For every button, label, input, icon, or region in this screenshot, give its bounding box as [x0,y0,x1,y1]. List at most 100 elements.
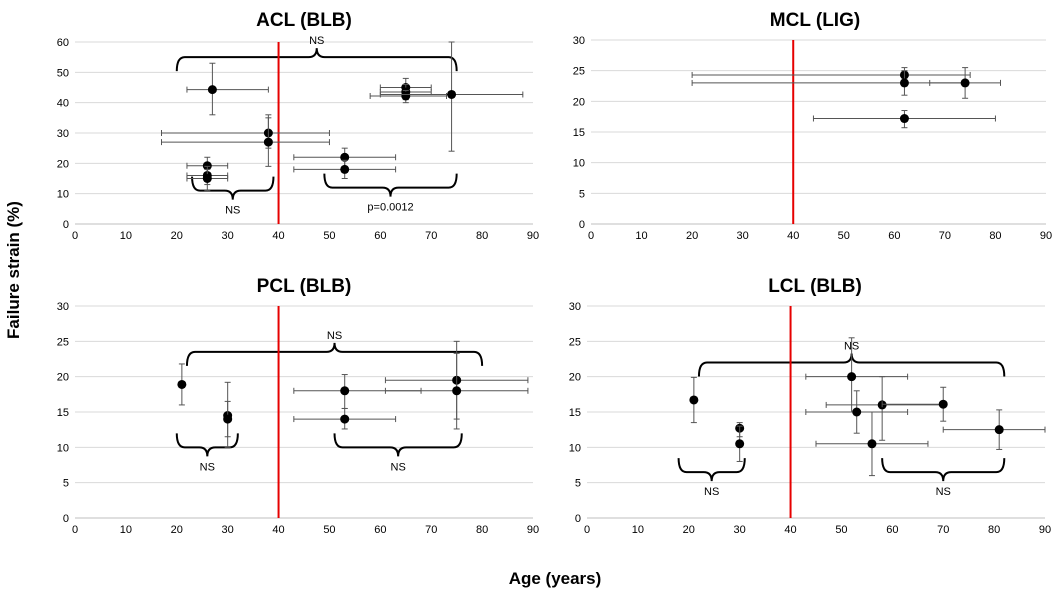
x-tick-label: 70 [425,230,437,242]
x-tick-label: 50 [323,230,335,242]
x-tick-label: 40 [272,230,284,242]
x-tick-label: 20 [686,230,698,242]
data-point [340,414,350,424]
x-tick-label: 90 [527,524,539,536]
data-point [340,164,350,174]
x-tick-label: 40 [784,524,796,536]
x-tick-label: 0 [588,230,594,242]
significance-bracket [175,433,239,457]
y-tick-label: 40 [57,98,69,110]
panel-pcl: 0 5 10 15 20 25 30 0 10 20 30 40 50 60 70 80 90 PCL (BLB… [57,276,539,536]
y-axis-label: Failure strain (%) [4,201,23,339]
y-tick-label: 60 [57,37,69,49]
data-point [447,89,457,99]
significance-bracket [175,48,458,72]
panel-acl: 0 10 20 30 40 50 60 0 10 20 30 40 50 60 70 80 90 ACL (BL… [57,10,539,242]
x-tick-label: 50 [838,230,850,242]
x-tick-label: 40 [272,524,284,536]
title-mcl: MCL (LIG) [770,10,860,31]
title-acl: ACL (BLB) [256,10,352,31]
x-tick-label: 90 [1040,230,1052,242]
y-tick-label: 5 [575,478,581,490]
x-tick-label: 20 [683,524,695,536]
x-tick-label: 0 [584,524,590,536]
bracket-label: NS [391,461,406,473]
x-tick-label: 50 [835,524,847,536]
bracket-label: NS [225,205,240,217]
plot-pcl: NS NS NS [175,306,529,518]
data-point [960,78,970,88]
y-tick-label: 5 [579,188,585,200]
data-point [994,425,1004,435]
y-tick-label: 0 [63,219,69,231]
x-tick-label: 60 [374,230,386,242]
data-point [401,91,411,101]
data-point [852,407,862,417]
bracket-label: NS [200,461,215,473]
y-tick-label: 20 [569,372,581,384]
significance-bracket [677,458,746,482]
x-tick-label: 80 [989,230,1001,242]
gridlines-pcl: 0 5 10 15 20 25 30 0 10 20 30 40 50 60 70 80 90 [57,301,539,536]
significance-bracket [323,173,458,197]
data-point [867,439,877,449]
y-tick-label: 25 [57,336,69,348]
y-tick-label: 15 [573,127,585,139]
y-tick-label: 10 [57,189,69,201]
data-point [207,85,217,95]
y-tick-label: 20 [573,96,585,108]
y-tick-label: 20 [57,158,69,170]
x-tick-label: 30 [222,230,234,242]
bracket-label: NS [309,35,324,47]
data-point [202,174,212,183]
y-tick-label: 15 [569,407,581,419]
x-tick-label: 10 [632,524,644,536]
data-point [938,399,948,409]
gridlines-mcl: 0 5 10 15 20 25 30 0 10 20 30 40 50 60 70 80 90 [573,35,1052,242]
x-tick-label: 0 [72,524,78,536]
data-point [735,439,745,449]
y-tick-label: 15 [57,407,69,419]
panel-mcl: 0 5 10 15 20 25 30 0 10 20 30 40 50 60 70 80 90 MCL (LIG… [573,10,1052,242]
y-tick-label: 20 [57,372,69,384]
x-tick-label: 70 [939,230,951,242]
gridlines-lcl: 0 5 10 15 20 25 30 0 10 20 30 40 50 60 70 80 90 [569,301,1051,536]
y-tick-label: 25 [573,66,585,78]
x-tick-label: 60 [886,524,898,536]
x-tick-label: 30 [734,524,746,536]
y-tick-label: 10 [57,442,69,454]
x-tick-label: 50 [323,524,335,536]
data-point [263,137,273,147]
x-tick-label: 70 [425,524,437,536]
x-tick-label: 0 [72,230,78,242]
data-point [689,395,699,405]
x-tick-label: 10 [120,230,132,242]
title-lcl: LCL (BLB) [768,276,862,297]
data-point [847,372,857,382]
data-point [899,78,909,88]
x-tick-label: 90 [527,230,539,242]
y-tick-label: 0 [579,219,585,231]
panel-lcl: 0 5 10 15 20 25 30 0 10 20 30 40 50 60 70 80 90 LCL (BLB… [569,276,1051,536]
x-tick-label: 80 [476,230,488,242]
y-tick-label: 30 [573,35,585,47]
y-tick-label: 30 [57,128,69,140]
x-tick-label: 60 [888,230,900,242]
y-tick-label: 30 [57,301,69,313]
data-point [899,114,909,124]
x-tick-label: 70 [937,524,949,536]
y-tick-label: 0 [63,513,69,525]
bracket-label: NS [936,486,951,498]
data-point [340,386,350,396]
title-pcl: PCL (BLB) [257,276,352,297]
significance-bracket [185,342,484,366]
y-tick-label: 5 [63,478,69,490]
y-tick-label: 10 [569,442,581,454]
x-tick-label: 10 [120,524,132,536]
x-tick-label: 80 [988,524,1000,536]
significance-bracket [191,176,275,200]
bracket-label: NS [704,486,719,498]
data-point [177,379,187,389]
